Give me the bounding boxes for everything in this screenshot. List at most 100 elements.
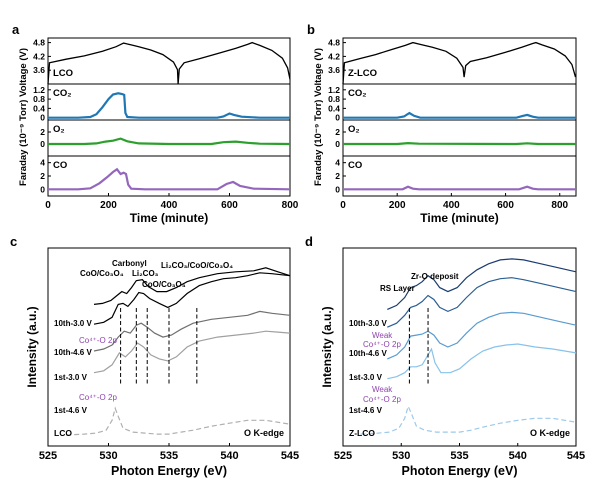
x-axis-label: Time (minute): [420, 211, 498, 225]
sample-label: LCO: [54, 428, 72, 438]
subplot-frame: [342, 119, 577, 157]
spectrum-line: [66, 406, 291, 436]
y-tick-label: 0: [335, 113, 340, 123]
x-tick-label: 540: [220, 450, 238, 462]
x-tick-label: 400: [161, 200, 178, 211]
subplot-label: LCO: [53, 68, 73, 79]
x-axis-label: Photon Energy (eV): [111, 464, 227, 478]
subplot-frame: [47, 83, 291, 121]
x-tick-label: 525: [334, 450, 352, 462]
subplot-label: CO: [348, 160, 362, 171]
subplot-label: O₂: [53, 124, 65, 135]
series-line: [343, 111, 576, 119]
peak-annotation: Li₂CO₃: [132, 269, 159, 278]
spectrum-line: [360, 404, 577, 435]
x-tick-label: 540: [509, 450, 527, 462]
y-tick-label: 4.8: [328, 38, 340, 48]
curve-label: 10th-3.0 V: [349, 319, 387, 328]
curve-label: 1st-4.6 V: [349, 406, 383, 415]
x-tick-label: 800: [282, 200, 299, 211]
y-tick-label: 0: [335, 139, 340, 149]
co4-annotation: Co⁴⁺-O 2p: [79, 336, 117, 345]
spectrum-line: [93, 310, 291, 352]
spectrum-line: [387, 311, 577, 360]
y-tick-label: 0: [40, 113, 45, 123]
y-axis-label: Faraday (10⁻⁹ Torr) Voltage (V): [18, 48, 29, 186]
co4-annotation: Weak: [372, 331, 393, 340]
spectrum-line: [93, 330, 291, 374]
x-tick-label: 525: [39, 450, 57, 462]
panel-a: a Faraday (10⁻⁹ Torr) Voltage (V) 3.6 4.2 4.…: [12, 22, 299, 225]
y-tick-label: 4.2: [328, 51, 340, 61]
subplot-frame: [47, 37, 291, 85]
spectrum-line: [387, 343, 577, 380]
peak-annotation: Zr-O deposit: [411, 272, 459, 281]
y-tick-label: 2: [335, 127, 340, 137]
panel-b: b Faraday (10⁻⁹ Torr) Voltage (V) 3.6 4.2 4.…: [307, 22, 577, 225]
peak-annotation: RS Layer: [380, 284, 415, 293]
y-tick-label: 0: [335, 184, 340, 194]
curve-label: 10th-4.6 V: [349, 349, 387, 358]
panel-letter: b: [307, 22, 315, 37]
y-tick-label: 0: [40, 139, 45, 149]
spectrum-line: [387, 258, 577, 310]
y-tick-label: 4: [335, 158, 340, 168]
peak-annotation: CoO/Co₃O₄: [80, 269, 124, 278]
x-tick-label: 600: [497, 200, 514, 211]
x-axis-label: Photon Energy (eV): [402, 464, 518, 478]
series-line: [343, 185, 576, 191]
subplot-frame: [342, 83, 577, 121]
co4-annotation: Co⁴⁺-O 2p: [363, 340, 401, 349]
y-tick-label: 4: [40, 158, 45, 168]
co4-annotation: Co⁴⁺-O 2p: [363, 395, 401, 404]
y-tick-label: 3.6: [328, 65, 340, 75]
y-tick-label: 0.8: [33, 94, 45, 104]
series-line: [48, 137, 291, 146]
subplot-label: CO₂: [53, 88, 71, 99]
y-tick-label: 3.6: [33, 65, 45, 75]
co4-annotation: Weak: [372, 385, 393, 394]
curve-label: 10th-3.0 V: [54, 319, 92, 328]
series-line: [343, 141, 576, 146]
x-tick-label: 530: [99, 450, 117, 462]
x-tick-label: 545: [567, 450, 585, 462]
series-line: [342, 41, 577, 85]
x-axis-label: Time (minute): [130, 211, 208, 225]
y-tick-label: 1.2: [328, 85, 340, 95]
y-tick-label: 2: [40, 127, 45, 137]
y-tick-label: 0: [40, 184, 45, 194]
y-tick-label: 0.4: [33, 103, 45, 113]
y-axis-label: Intensity (a.u.): [25, 306, 39, 387]
co4-annotation: Co⁴⁺-O 2p: [79, 393, 117, 402]
x-tick-label: 530: [392, 450, 410, 462]
curve-label: 10th-4.6 V: [54, 348, 92, 357]
series-line: [47, 41, 291, 85]
y-axis-label: Faraday (10⁻⁹ Torr) Voltage (V): [313, 48, 324, 186]
x-tick-label: 535: [450, 450, 468, 462]
peak-annotation: Li₂CO₃/CoO/Co₃O₄: [161, 261, 233, 270]
y-tick-label: 0.8: [328, 94, 340, 104]
y-tick-label: 0.4: [328, 103, 340, 113]
subplot-frame: [47, 119, 291, 157]
sample-label: Z-LCO: [349, 428, 375, 438]
subplot-label: CO: [53, 160, 67, 171]
peak-annotation: Carbonyl: [112, 259, 147, 268]
x-tick-label: 0: [340, 200, 346, 211]
x-tick-label: 200: [389, 200, 406, 211]
x-tick-label: 800: [551, 200, 568, 211]
x-tick-label: 535: [160, 450, 178, 462]
panel-c: c Intensity (a.u.) 525 530 535 540 545 Photon E…: [10, 234, 299, 478]
panel-letter: c: [10, 234, 17, 249]
curve-label: 1st-4.6 V: [54, 406, 88, 415]
x-tick-label: 545: [281, 450, 299, 462]
series-line: [48, 92, 290, 119]
y-tick-label: 4.2: [33, 51, 45, 61]
edge-label: O K-edge: [244, 428, 284, 438]
curve-label: 1st-3.0 V: [54, 373, 88, 382]
series-line: [48, 167, 291, 191]
x-tick-label: 200: [100, 200, 117, 211]
y-tick-label: 1.2: [33, 85, 45, 95]
y-tick-label: 2: [335, 171, 340, 181]
y-axis-label: Intensity (a.u.): [320, 306, 334, 387]
